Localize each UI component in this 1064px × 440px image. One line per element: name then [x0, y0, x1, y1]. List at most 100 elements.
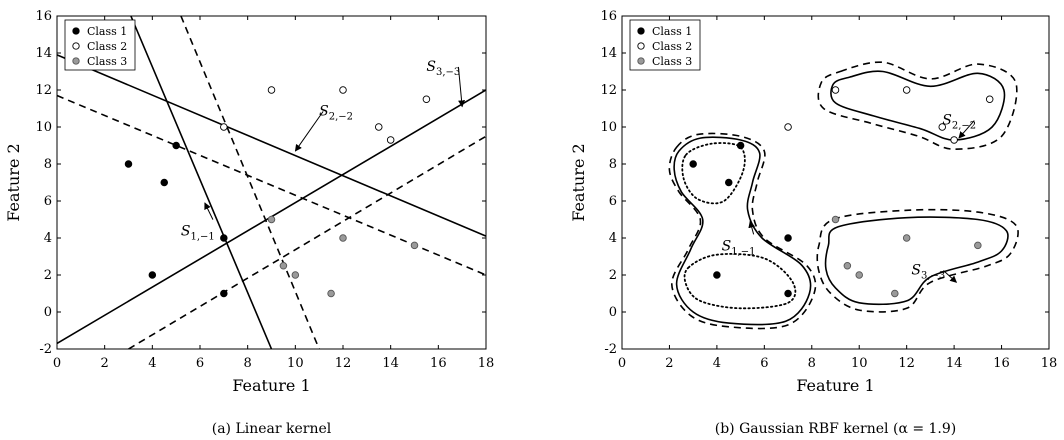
data-point-class-1 — [220, 289, 228, 298]
data-point-class-2 — [220, 123, 228, 131]
data-point-class-3 — [843, 262, 852, 270]
y-axis-label: Feature 2 — [4, 143, 23, 221]
x-tick-label: 6 — [760, 356, 768, 371]
data-point-class-2 — [938, 123, 947, 131]
decision-contour-solid — [830, 70, 1006, 141]
annotation-arrow — [204, 202, 214, 220]
legend-marker-class-1 — [72, 27, 80, 35]
plot-area — [668, 61, 1019, 330]
decision-line-solid — [130, 16, 273, 349]
x-tick-label: 2 — [101, 356, 109, 371]
y-tick-label: 16 — [600, 9, 617, 24]
data-point-class-2 — [375, 123, 383, 131]
y-tick-label: 4 — [44, 231, 52, 246]
x-tick-label: 16 — [430, 356, 447, 371]
decision-line-dashed — [57, 94, 486, 276]
x-tick-label: 16 — [993, 356, 1010, 371]
annotation-label: S3,−3 — [426, 59, 460, 78]
y-tick-label: 8 — [609, 157, 617, 172]
y-axis-label: Feature 2 — [569, 143, 588, 221]
x-tick-label: 12 — [898, 356, 915, 371]
data-point-class-2 — [422, 95, 431, 103]
decision-contour-dotted — [681, 142, 746, 205]
y-tick-label: 16 — [35, 9, 52, 24]
data-point-class-1 — [220, 234, 228, 242]
data-point-class-1 — [784, 234, 792, 242]
x-tick-label: 6 — [196, 356, 204, 371]
data-point-class-3 — [855, 271, 863, 279]
x-axis-label: Feature 1 — [232, 376, 310, 395]
x-tick-label: 14 — [382, 356, 399, 371]
legend-marker-class-3 — [72, 57, 80, 65]
legend: Class 1 Class 2 Class 3 — [64, 19, 136, 71]
annotation-arrow — [294, 111, 324, 152]
data-point-class-3 — [327, 289, 335, 298]
panel-caption: (b) Gaussian RBF kernel (α = 1.9) — [715, 421, 957, 437]
decision-line-solid — [57, 54, 486, 237]
y-tick-label: -2 — [39, 342, 52, 357]
x-tick-label: 8 — [808, 356, 816, 371]
data-point-class-1 — [689, 160, 697, 168]
annotation-label: S2,−2 — [942, 113, 976, 132]
data-point-class-3 — [902, 234, 911, 242]
y-tick-label: -2 — [604, 342, 617, 357]
y-tick-label: 0 — [44, 305, 52, 320]
legend-entry: Class 2 — [652, 40, 692, 53]
data-point-class-1 — [160, 178, 168, 187]
data-point-class-2 — [784, 123, 792, 131]
x-tick-label: 2 — [665, 356, 673, 371]
data-point-class-3 — [279, 262, 288, 270]
annotation-label: S3,−3 — [911, 262, 945, 281]
y-tick-label: 12 — [35, 83, 52, 98]
y-tick-label: 12 — [600, 83, 617, 98]
annotation-arrow — [943, 270, 957, 283]
data-point-class-2 — [267, 86, 276, 94]
data-point-class-1 — [172, 141, 180, 150]
decision-contour-dashed — [817, 61, 1018, 151]
decision-line-dashed — [180, 16, 320, 349]
legend-entry: Class 1 — [652, 25, 692, 38]
data-point-class-3 — [831, 215, 840, 224]
legend-entry: Class 3 — [87, 55, 127, 68]
legend-marker-class-1 — [637, 27, 645, 35]
x-tick-label: 0 — [53, 356, 61, 371]
y-tick-label: 10 — [600, 120, 617, 135]
y-tick-label: 14 — [600, 46, 617, 61]
annotation-label: S2,−2 — [319, 103, 353, 122]
y-tick-label: 0 — [609, 305, 617, 320]
data-point-class-1 — [784, 289, 792, 298]
decision-contour-dashed — [816, 208, 1019, 313]
x-tick-label: 8 — [244, 356, 252, 371]
y-tick-label: 8 — [44, 157, 52, 172]
data-point-class-1 — [713, 271, 721, 279]
x-tick-label: 18 — [1041, 356, 1058, 371]
data-point-class-3 — [410, 241, 419, 250]
legend: Class 1 Class 2 Class 3 — [629, 19, 701, 71]
x-tick-label: 0 — [618, 356, 626, 371]
x-tick-label: 10 — [851, 356, 868, 371]
decision-line-dashed — [128, 135, 486, 349]
legend-entry: Class 1 — [87, 25, 127, 38]
decision-contour-dotted — [683, 253, 797, 310]
legend-entry: Class 3 — [652, 55, 692, 68]
decision-contour-dashed — [668, 132, 817, 330]
y-tick-label: 10 — [35, 120, 52, 135]
axes-frame — [56, 15, 487, 350]
data-point-class-1 — [725, 178, 733, 187]
panel-caption: (a) Linear kernel — [212, 421, 332, 437]
y-tick-label: 2 — [44, 268, 52, 283]
x-axis-label: Feature 1 — [796, 376, 874, 395]
y-tick-label: 14 — [35, 46, 52, 61]
chart-panel-b: S1,−1S2,−2S3,−30 2 4 6 8 10 12 14 16 18-202468101… — [569, 9, 1057, 437]
annotation-arrow — [457, 66, 466, 108]
x-tick-label: 12 — [335, 356, 352, 371]
decision-contour-solid — [673, 136, 812, 326]
x-tick-label: 18 — [478, 356, 495, 371]
data-point-class-2 — [985, 95, 994, 103]
annotation-label: S1,−1 — [181, 224, 215, 243]
annotation-arrow — [748, 220, 756, 235]
x-tick-label: 4 — [148, 356, 156, 371]
data-point-class-2 — [902, 86, 911, 94]
y-tick-label: 6 — [44, 194, 52, 209]
